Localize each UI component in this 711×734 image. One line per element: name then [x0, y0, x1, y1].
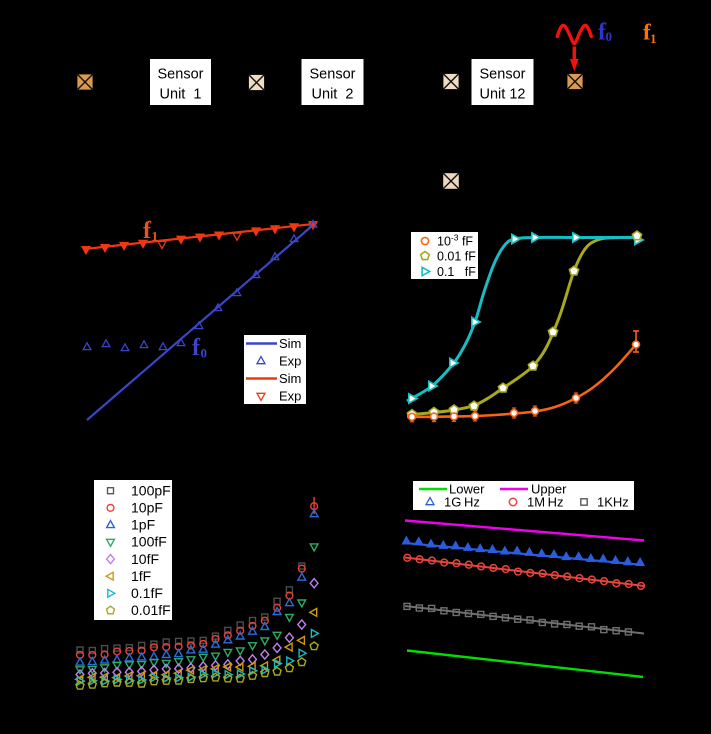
svg-text:10pF: 10pF: [131, 500, 163, 516]
svg-text:1KHz: 1KHz: [597, 495, 629, 510]
svg-text:0.01 fF: 0.01 fF: [437, 250, 476, 264]
svg-text:Unit 12: Unit 12: [480, 87, 526, 103]
svg-text:f: f: [598, 20, 607, 46]
svg-text:0: 0: [201, 346, 208, 361]
svg-text:Lower: Lower: [449, 482, 485, 497]
svg-text:Unit 2: Unit 2: [312, 87, 354, 103]
svg-text:1fF: 1fF: [131, 568, 151, 584]
svg-text:Sim: Sim: [279, 336, 301, 351]
svg-text:Sensor: Sensor: [310, 67, 356, 83]
svg-text:Sim: Sim: [279, 371, 301, 386]
svg-text:1: 1: [152, 229, 159, 244]
svg-text:1pF: 1pF: [131, 517, 155, 533]
svg-text:0: 0: [606, 29, 613, 44]
svg-text:10fF: 10fF: [131, 551, 159, 567]
svg-text:0.01fF: 0.01fF: [131, 602, 171, 618]
svg-text:100pF: 100pF: [131, 482, 171, 498]
svg-text:Sensor: Sensor: [158, 67, 204, 83]
svg-text:f: f: [143, 218, 152, 244]
svg-text:1M Hz: 1M Hz: [527, 495, 564, 510]
svg-text:100fF: 100fF: [131, 534, 167, 550]
svg-text:1G Hz: 1G Hz: [444, 495, 480, 510]
svg-text:0.1fF: 0.1fF: [131, 585, 163, 601]
svg-text:Unit 1: Unit 1: [160, 87, 202, 103]
svg-text:1: 1: [650, 31, 657, 46]
svg-text:Upper: Upper: [531, 482, 567, 497]
svg-text:0.1 fF: 0.1 fF: [437, 265, 476, 279]
svg-text:10-3 fF: 10-3 fF: [437, 233, 473, 249]
svg-text:Exp: Exp: [279, 354, 301, 369]
svg-text:Exp: Exp: [279, 389, 301, 404]
svg-text:Sensor: Sensor: [480, 67, 526, 83]
svg-text:f: f: [643, 20, 651, 45]
svg-text:f: f: [192, 335, 201, 361]
